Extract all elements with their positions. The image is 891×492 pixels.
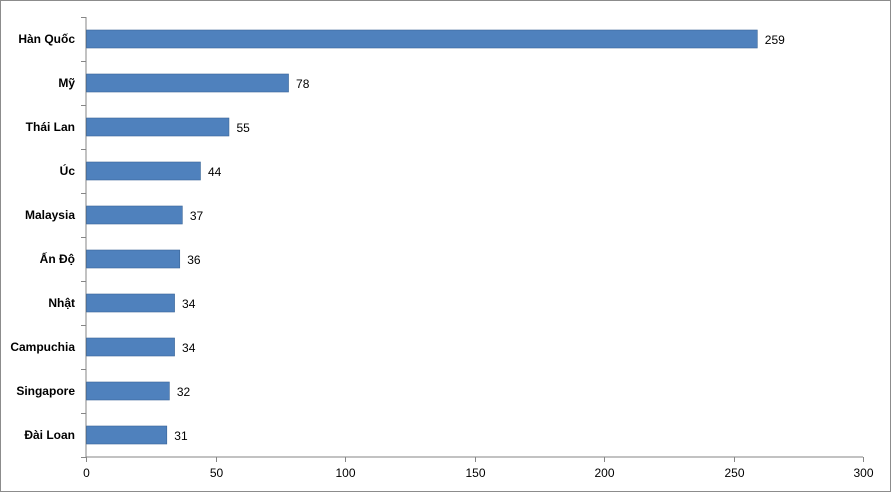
bar[interactable] — [86, 29, 758, 49]
data-label: 34 — [182, 297, 196, 311]
bar[interactable] — [86, 381, 170, 401]
bar[interactable] — [86, 249, 181, 269]
category-label: Úc — [60, 163, 76, 178]
category-label: Nhật — [48, 296, 75, 310]
data-label: 34 — [182, 341, 196, 355]
category-label: Singapore — [16, 384, 75, 398]
bar[interactable] — [86, 117, 230, 137]
x-tick-label: 100 — [335, 466, 355, 480]
data-label: 32 — [177, 385, 191, 399]
bar[interactable] — [86, 161, 201, 181]
bar[interactable] — [86, 293, 175, 313]
x-tick-label: 0 — [83, 466, 90, 480]
category-label: Đài Loan — [24, 428, 75, 442]
category-label: Mỹ — [58, 76, 75, 90]
bar[interactable] — [86, 205, 183, 225]
x-tick-label: 50 — [210, 466, 224, 480]
data-label: 259 — [765, 33, 785, 47]
category-label: Hàn Quốc — [18, 32, 75, 46]
x-tick-label: 200 — [594, 466, 614, 480]
data-label: 55 — [236, 121, 250, 135]
data-label: 44 — [208, 165, 222, 179]
category-label: Ấn Độ — [40, 251, 75, 266]
bar[interactable] — [86, 73, 289, 93]
x-tick-label: 300 — [853, 466, 873, 480]
category-label: Malaysia — [25, 208, 75, 222]
x-tick-label: 150 — [465, 466, 485, 480]
category-label: Campuchia — [10, 340, 75, 354]
data-label: 31 — [174, 429, 188, 443]
data-label: 36 — [187, 253, 201, 267]
data-label: 37 — [190, 209, 204, 223]
x-tick-label: 250 — [724, 466, 744, 480]
bar[interactable] — [86, 425, 168, 445]
category-label: Thái Lan — [26, 120, 75, 134]
data-label: 78 — [296, 77, 310, 91]
bar[interactable] — [86, 337, 175, 357]
